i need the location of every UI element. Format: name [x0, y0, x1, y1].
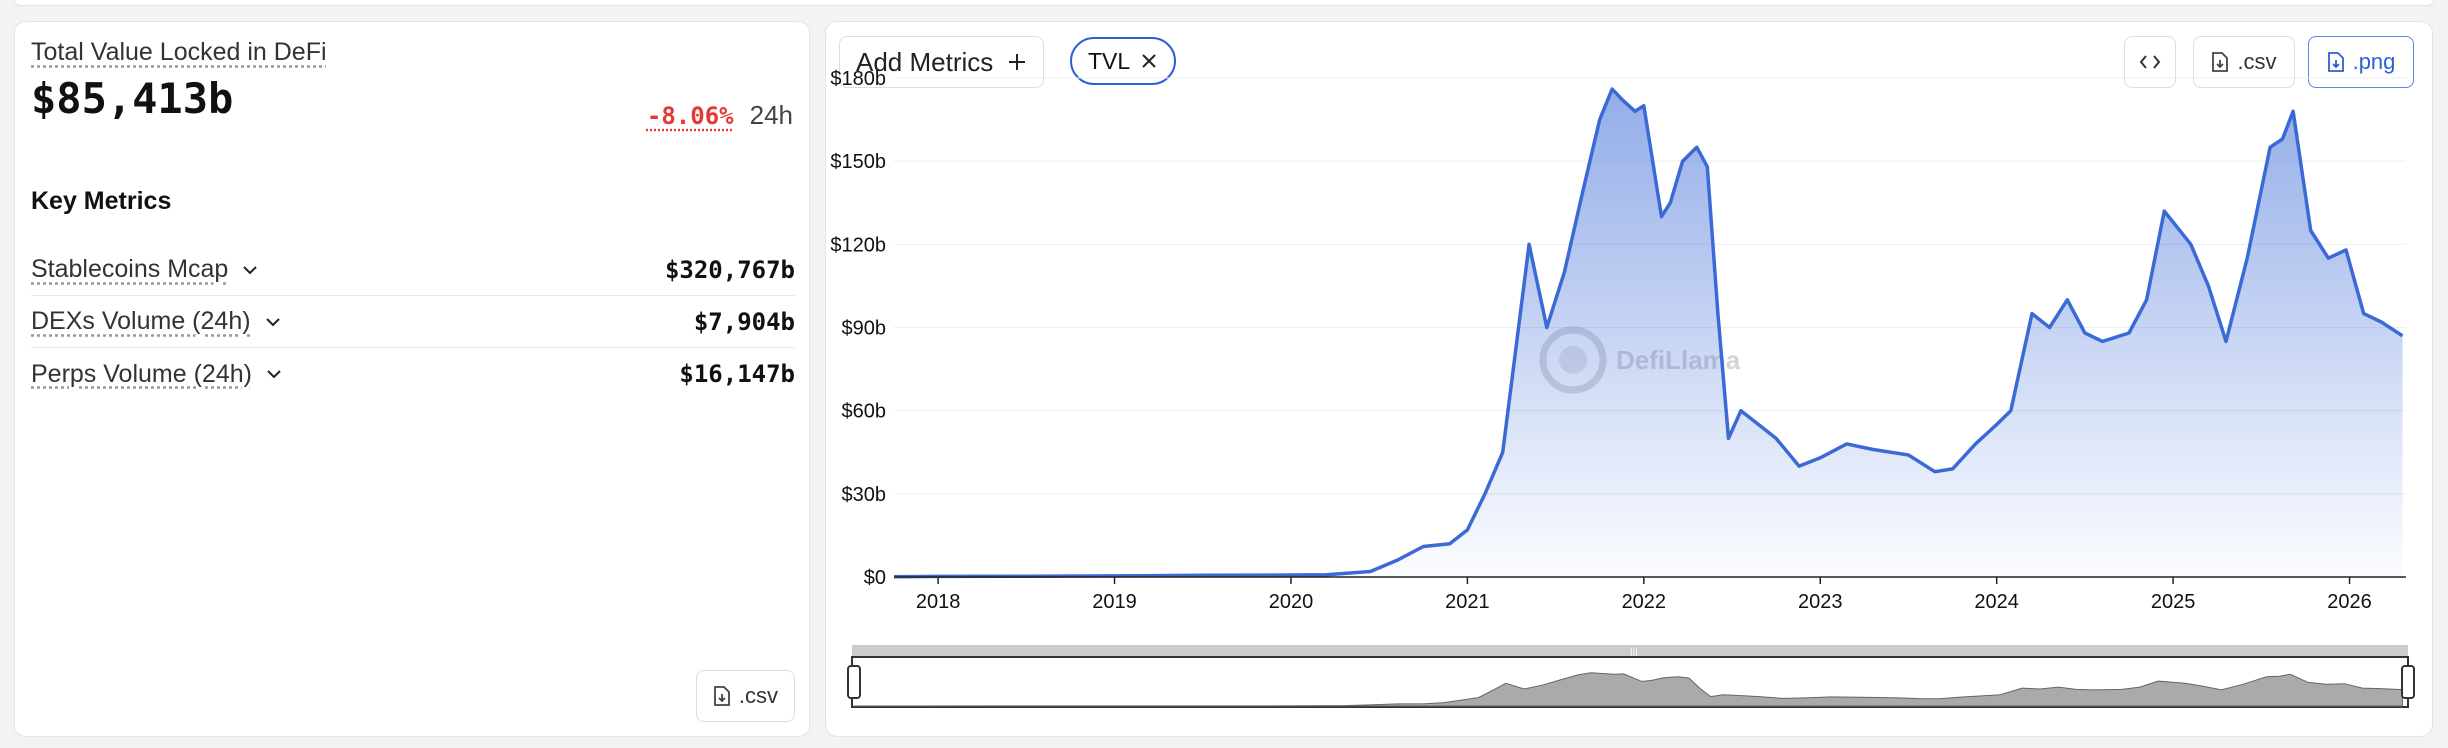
metric-value: $320,767b	[664, 255, 795, 284]
close-icon[interactable]	[1140, 52, 1158, 70]
x-tick-label: 2023	[1798, 591, 1843, 613]
top-panel-edge	[14, 0, 2434, 6]
metric-toggle[interactable]: Perps Volume (24h)	[31, 360, 284, 389]
metric-row-stablecoins[interactable]: Stablecoins Mcap $320,767b	[31, 244, 795, 296]
slider-track[interactable]	[852, 645, 2408, 657]
y-axis: $0 $30b $60b $90b $120b $150b $180b	[830, 68, 886, 589]
x-tick-label: 2020	[1269, 591, 1314, 613]
chip-label: TVL	[1088, 47, 1131, 74]
y-tick-label: $180b	[830, 68, 886, 90]
csv-label: .csv	[738, 683, 778, 708]
x-tick-label: 2025	[2151, 591, 2196, 613]
add-metrics-label: Add Metrics	[856, 46, 994, 77]
key-metrics-list: Stablecoins Mcap $320,767b DEXs Volume (…	[31, 244, 795, 400]
download-chart-csv-button[interactable]: .csv	[2193, 36, 2295, 88]
metric-toggle[interactable]: Stablecoins Mcap	[31, 255, 260, 284]
tvl-area	[894, 89, 2403, 577]
file-download-icon	[2327, 52, 2344, 72]
chevron-down-icon	[267, 370, 281, 379]
chevron-down-icon	[243, 265, 258, 274]
download-metrics-csv-button[interactable]: .csv	[695, 670, 795, 722]
mini-chart	[854, 672, 2403, 707]
csv-label: .csv	[2237, 49, 2277, 74]
chevron-down-icon	[265, 317, 280, 326]
metric-value: $7,904b	[693, 307, 795, 336]
key-metrics-title: Key Metrics	[31, 187, 172, 215]
x-tick-label: 2026	[2327, 591, 2372, 613]
grip-icon: |||	[1630, 648, 1638, 659]
slider-handle-left[interactable]	[847, 665, 861, 699]
metric-toggle[interactable]: DEXs Volume (24h)	[31, 307, 283, 336]
y-tick-label: $120b	[830, 234, 886, 256]
tvl-summary-card: Total Value Locked in DeFi $85,413b -8.0…	[14, 21, 810, 737]
metric-row-dexs-volume[interactable]: DEXs Volume (24h) $7,904b	[31, 296, 795, 348]
code-icon	[2139, 55, 2161, 69]
png-label: .png	[2352, 49, 2396, 74]
x-tick-label: 2022	[1622, 591, 1667, 613]
tvl-chart[interactable]: $0$30b$60b$90b$120b$150b$180b 2018 2019 20…	[826, 22, 2434, 738]
x-tick-label: 2019	[1092, 591, 1137, 613]
plus-icon	[1009, 54, 1026, 70]
tvl-metric-chip[interactable]: TVL	[1070, 37, 1177, 85]
metric-row-perps-volume[interactable]: Perps Volume (24h) $16,147b	[31, 348, 795, 400]
metric-label: Perps Volume (24h)	[31, 359, 252, 388]
tvl-value: $85,413b	[31, 74, 234, 123]
x-axis: 2018 2019 2020 2021 2022 2023 2024 2025 2026	[916, 577, 2372, 613]
file-download-icon	[713, 686, 730, 706]
x-tick-label: 2018	[916, 591, 961, 613]
x-tick-label: 2024	[1974, 591, 2019, 613]
y-tick-label: $30b	[842, 484, 887, 506]
y-tick-label: $150b	[830, 151, 886, 173]
tvl-change: -8.06% 24h	[647, 100, 793, 131]
change-percent[interactable]: -8.06%	[646, 102, 734, 130]
range-slider[interactable]: |||	[847, 645, 2415, 708]
metric-label: Stablecoins Mcap	[31, 255, 229, 283]
slider-handle-right[interactable]	[2401, 665, 2415, 699]
y-tick-label: $90b	[842, 318, 887, 340]
metric-label: DEXs Volume (24h)	[31, 307, 251, 335]
chart-card: Add Metrics TVL .csv .png $0 $30b $60b $90b…	[825, 21, 2433, 737]
y-tick-label: $60b	[842, 401, 887, 423]
embed-code-button[interactable]	[2124, 36, 2176, 88]
file-download-icon	[2212, 52, 2229, 72]
download-png-button[interactable]: .png	[2308, 36, 2414, 88]
tvl-title[interactable]: Total Value Locked in DeFi	[31, 38, 327, 66]
tvl-line	[893, 87, 2404, 579]
add-metrics-button[interactable]: Add Metrics	[839, 36, 1045, 88]
metric-value: $16,147b	[679, 360, 795, 388]
y-tick-label: $0	[864, 567, 886, 589]
x-tick-label: 2021	[1445, 591, 1490, 613]
change-period: 24h	[749, 100, 793, 130]
